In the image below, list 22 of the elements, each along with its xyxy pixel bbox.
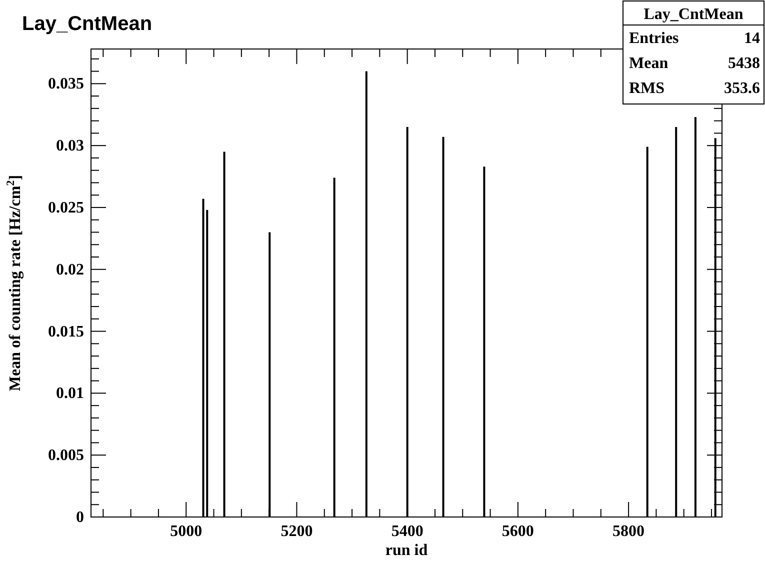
x-tick-label: 5400 bbox=[391, 523, 424, 540]
y-tick-label: 0.025 bbox=[48, 199, 84, 216]
text: 353.6 bbox=[724, 80, 760, 97]
text: Entries bbox=[629, 30, 679, 47]
y-tick-label: 0 bbox=[76, 509, 84, 526]
x-tick-label: 5600 bbox=[502, 523, 534, 540]
y-tick-label: 0.01 bbox=[56, 385, 84, 402]
x-tick-label: 5000 bbox=[170, 523, 202, 540]
text: 5438 bbox=[728, 55, 760, 72]
x-tick-label: 5200 bbox=[280, 523, 313, 540]
chart-title: Lay_CntMean bbox=[22, 13, 152, 35]
x-axis-title: run id bbox=[385, 542, 428, 559]
text: 14 bbox=[744, 30, 760, 47]
y-tick-label: 0.005 bbox=[48, 447, 84, 464]
y-tick-label: 0.03 bbox=[56, 138, 84, 155]
x-tick-label: 5800 bbox=[612, 523, 645, 540]
y-tick-label: 0.015 bbox=[48, 323, 84, 340]
y-tick-label: 0.035 bbox=[48, 76, 84, 93]
annotation: Mean bbox=[629, 55, 668, 72]
text: Lay_CntMean bbox=[644, 6, 744, 23]
y-tick-label: 0.02 bbox=[56, 261, 84, 278]
annotation: RMS bbox=[629, 80, 665, 97]
